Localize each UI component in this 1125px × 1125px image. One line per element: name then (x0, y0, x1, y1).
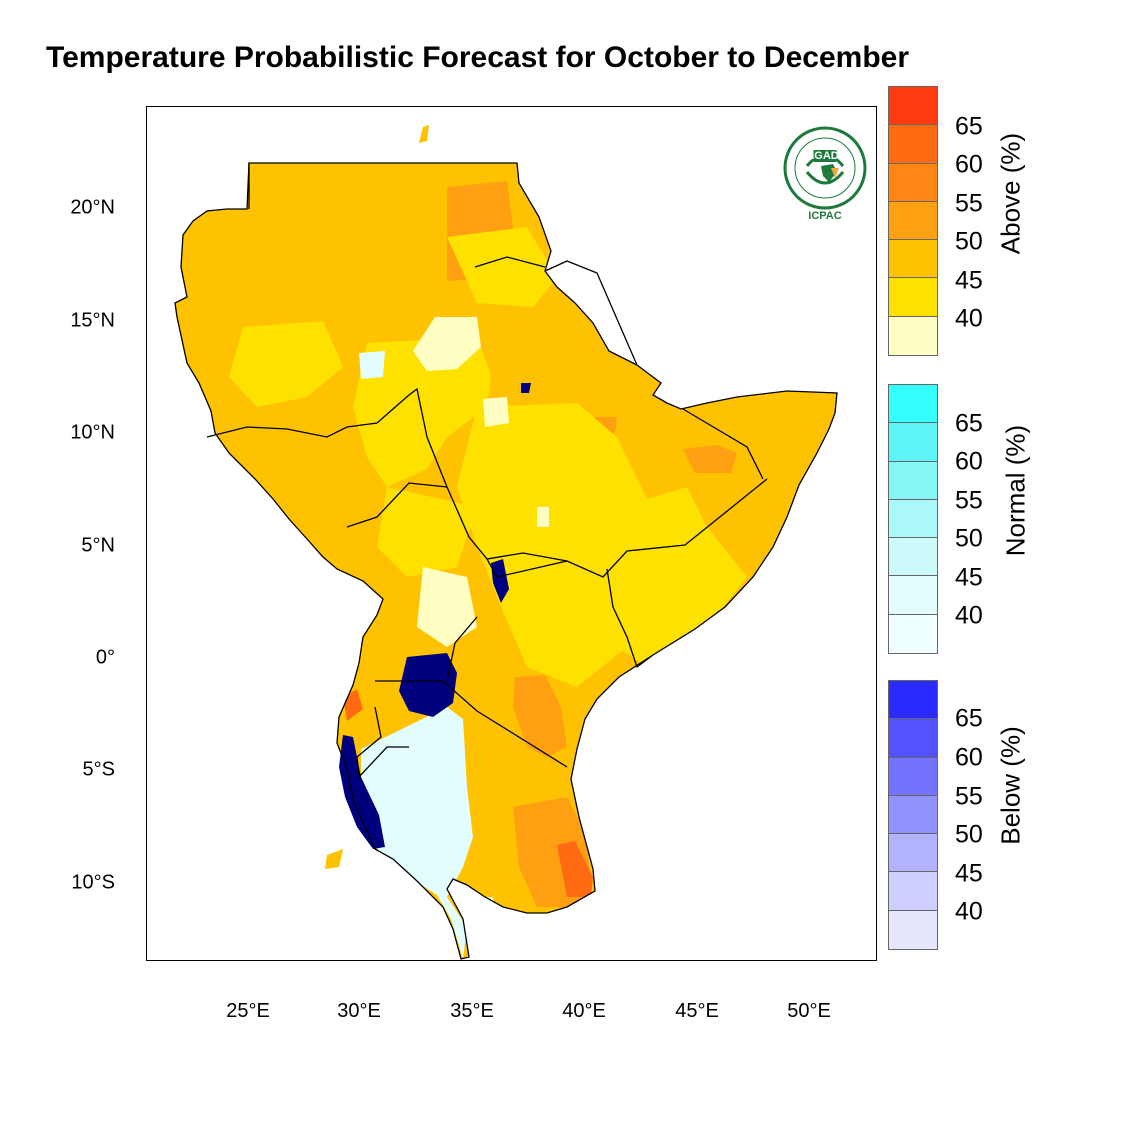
legend-normal-title: Normal (%) (1000, 424, 1031, 557)
legend-normal-tick: 55 (955, 486, 983, 515)
legend-above-tick: 65 (955, 112, 983, 141)
legend-color-cell (889, 125, 937, 164)
legend-normal-tick: 40 (955, 601, 983, 630)
legend-color-cell (889, 795, 937, 835)
lon-label-25e: 25°E (226, 1000, 270, 1022)
map-frame (146, 106, 877, 961)
legend-normal-colorbar (888, 384, 938, 654)
legend-color-cell (889, 240, 937, 279)
legend-color-cell (889, 538, 937, 577)
igad-logo: IGAD ICPAC (777, 126, 873, 230)
legend-above-tick: 50 (955, 227, 983, 256)
legend-color-cell (889, 872, 937, 911)
legend-color-cell (889, 757, 937, 796)
legend-normal-tick: 60 (955, 447, 983, 476)
legend-below-colorbar (888, 680, 938, 950)
legend-color-cell (889, 201, 937, 241)
logo-emblem-icon (783, 126, 867, 210)
legend-normal-tick: 45 (955, 563, 983, 592)
legend-color-cell (889, 576, 937, 615)
legend-color-cell (889, 278, 937, 317)
legend-normal-tick: 50 (955, 524, 983, 553)
forecast-fill (175, 163, 837, 959)
forecast-map (174, 125, 838, 960)
legend-color-cell (889, 719, 937, 758)
legend-below-tick: 50 (955, 820, 983, 849)
islands (325, 125, 429, 869)
legend-below-tick: 45 (955, 859, 983, 888)
legend-color-cell (889, 910, 937, 949)
borders (174, 162, 838, 960)
legend-color-cell (889, 614, 937, 653)
legend-color-cell (889, 681, 937, 720)
lat-label-10s: 10°S (71, 871, 115, 894)
legend-above-title: Above (%) (995, 132, 1026, 255)
legend-below-tick: 65 (955, 704, 983, 733)
lon-label-35e: 35°E (450, 1000, 494, 1022)
legend-color-cell (889, 163, 937, 202)
legend-above-tick: 55 (955, 189, 983, 218)
lakes (339, 383, 531, 849)
logo-caption: ICPAC (808, 210, 842, 222)
lat-label-0: 0° (95, 646, 115, 669)
legend-above-tick: 45 (955, 266, 983, 295)
legend-normal-tick: 65 (955, 409, 983, 438)
legend-color-cell (889, 423, 937, 462)
legend-below-title: Below (%) (995, 726, 1026, 845)
legend-below-tick: 40 (955, 897, 983, 926)
lat-label-10n: 10°N (70, 421, 115, 444)
legend-color-cell (889, 499, 937, 539)
legend-color-cell (889, 87, 937, 126)
legend-above-colorbar (888, 86, 938, 356)
legend-below-tick: 60 (955, 743, 983, 772)
legend-color-cell (889, 385, 937, 424)
legend-color-cell (889, 834, 937, 873)
lat-label-5s: 5°S (82, 758, 115, 781)
map-title: Temperature Probabilistic Forecast for O… (46, 41, 910, 74)
legend-color-cell (889, 316, 937, 355)
lon-label-45e: 45°E (675, 1000, 719, 1022)
lon-label-50e: 50°E (787, 1000, 831, 1022)
lat-label-15n: 15°N (70, 309, 115, 332)
legend-above-tick: 60 (955, 150, 983, 179)
lon-label-30e: 30°E (337, 1000, 381, 1022)
legend-above-tick: 40 (955, 304, 983, 333)
legend-below-tick: 55 (955, 782, 983, 811)
logo-name: IGAD (811, 150, 839, 162)
lat-label-5n: 5°N (81, 534, 115, 557)
legend-color-cell (889, 461, 937, 500)
lat-label-20n: 20°N (70, 196, 115, 219)
lon-label-40e: 40°E (562, 1000, 606, 1022)
